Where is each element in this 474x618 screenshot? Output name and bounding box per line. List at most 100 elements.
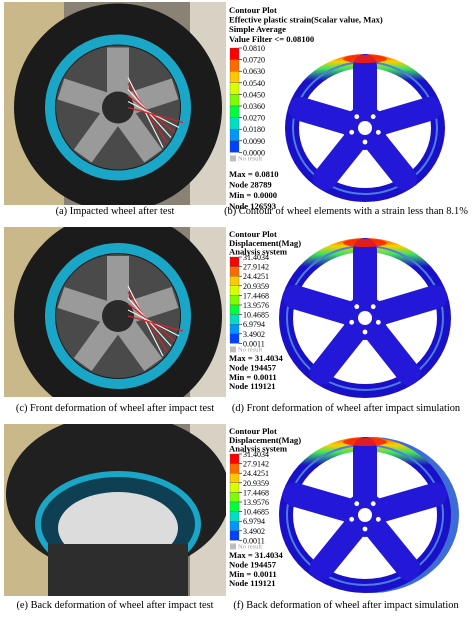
fixture — [48, 544, 188, 596]
bolt-hole — [354, 501, 360, 507]
contour-caption: (d) Front deformation of wheel after imp… — [232, 403, 461, 414]
contour-caption: (f) Back deformation of wheel after impa… — [233, 600, 459, 611]
legend-header: Analysis system — [229, 444, 288, 454]
bolt-hole — [362, 329, 368, 335]
legend-stat: Node 28789 — [229, 180, 272, 190]
legend-swatch — [229, 59, 240, 72]
bolt-hole — [354, 304, 360, 310]
legend-value: 10.4685 — [243, 311, 269, 320]
legend-swatch — [229, 530, 240, 541]
legend-value: 27.9142 — [243, 263, 269, 272]
no-result-swatch — [230, 543, 236, 550]
legend-value: 0.0090 — [243, 137, 265, 146]
wire — [127, 106, 184, 124]
bolt-hole — [354, 114, 360, 120]
legend-value: 6.9794 — [243, 517, 265, 526]
legend-swatch — [229, 304, 240, 315]
legend-value: 17.4468 — [243, 488, 269, 497]
legend-swatch — [229, 140, 240, 153]
photo-caption: (c) Front deformation of wheel after imp… — [16, 403, 214, 414]
rim-ring — [45, 243, 191, 389]
legend-value: 0.0011 — [243, 339, 265, 348]
legend-header: Displacement(Mag) — [229, 435, 301, 445]
contour-wheel — [279, 238, 451, 398]
bolt-hole — [370, 501, 376, 507]
legend-value: 20.9359 — [243, 479, 269, 488]
center-bore — [358, 121, 372, 135]
legend-swatch — [229, 324, 240, 334]
no-result-swatch — [230, 346, 236, 353]
legend-value: 13.9576 — [243, 498, 269, 507]
legend-value: 24.4251 — [243, 469, 269, 478]
legend-value: 20.9359 — [243, 282, 269, 291]
bolt-hole — [375, 319, 381, 325]
legend-swatch — [229, 333, 240, 344]
bolt-hole — [362, 139, 368, 145]
legend-swatch — [229, 71, 240, 83]
no-result-label: No result — [238, 543, 262, 550]
legend-header: Simple Average — [229, 24, 286, 34]
bolt-hole — [375, 129, 381, 135]
bolt-hole — [370, 304, 376, 310]
legend-value: 0.0810 — [243, 44, 265, 53]
hub — [102, 300, 134, 332]
no-result-swatch — [230, 155, 236, 162]
legend-swatch — [229, 266, 240, 277]
contour-wheel — [279, 437, 459, 593]
legend-header: Value Filter <= 0.08100 — [229, 34, 314, 44]
legend-value: 0.0450 — [243, 90, 265, 99]
legend-value: 0.0720 — [243, 56, 265, 65]
legend-stat: Node 119121 — [229, 381, 276, 391]
legend-value: 0.0630 — [243, 67, 265, 76]
legend-swatch — [229, 521, 240, 531]
legend-stat: Min = 0.0011 — [229, 372, 277, 382]
legend-swatch — [229, 314, 240, 325]
legend-swatch — [229, 94, 240, 107]
bolt-hole — [349, 129, 355, 135]
legend-swatch — [229, 501, 240, 512]
legend-swatch — [229, 276, 240, 286]
legend-value: 31.4034 — [243, 253, 269, 262]
contour-wheel — [285, 54, 445, 202]
hot-spot — [343, 239, 387, 247]
legend-header: Analysis system — [229, 247, 288, 257]
legend-value: 13.9576 — [243, 301, 269, 310]
legend-value: 31.4034 — [243, 450, 269, 459]
legend-swatch — [229, 285, 240, 296]
hot-spot — [343, 438, 387, 446]
bolt-hole — [349, 516, 355, 522]
legend-swatch — [229, 453, 240, 464]
legend-swatch — [229, 105, 240, 118]
legend-header: Contour Plot — [229, 5, 277, 15]
photo — [4, 2, 226, 205]
legend-value: 3.4902 — [243, 527, 265, 536]
no-result-label: No result — [238, 346, 262, 353]
wire — [127, 315, 184, 332]
bolt-hole — [375, 516, 381, 522]
contour-caption: (b) Contour of wheel elements with a str… — [224, 206, 468, 217]
legend-swatch — [229, 511, 240, 522]
bolt-hole — [349, 319, 355, 325]
legend-value: 6.9794 — [243, 320, 265, 329]
legend-value: 3.4902 — [243, 330, 265, 339]
legend-swatch — [229, 47, 240, 60]
photo-caption: (e) Back deformation of wheel after impa… — [16, 600, 213, 611]
legend-swatch — [229, 492, 240, 503]
legend-swatch — [229, 473, 240, 483]
legend-value: 17.4468 — [243, 291, 269, 300]
legend-stat: Node 119121 — [229, 578, 276, 588]
legend-value: 10.4685 — [243, 508, 269, 517]
legend-stat: Node 194457 — [229, 362, 277, 372]
legend-swatch — [229, 463, 240, 474]
legend-header: Contour Plot — [229, 229, 277, 239]
legend-swatch — [229, 256, 240, 267]
legend-value: 0.0011 — [243, 536, 265, 545]
photo-caption: (a) Impacted wheel after test — [56, 206, 175, 217]
rim-ring — [45, 34, 191, 181]
legend-swatch — [229, 482, 240, 493]
legend-stat: Max = 31.4034 — [229, 353, 284, 363]
legend-stat: Node 194457 — [229, 559, 277, 569]
legend-header: Displacement(Mag) — [229, 238, 301, 248]
